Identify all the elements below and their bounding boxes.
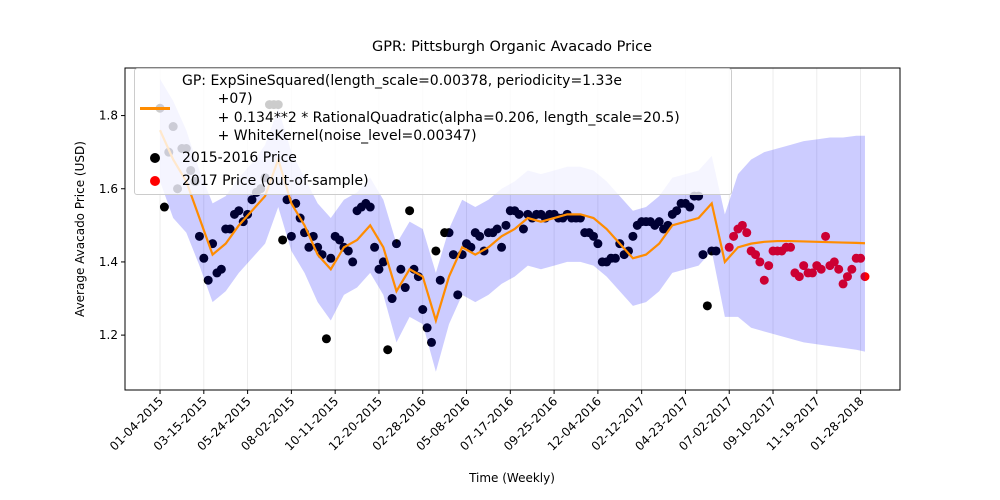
data-point (365, 202, 375, 212)
legend: GP: ExpSineSquared(length_scale=0.00378,… (134, 68, 732, 195)
data-point (216, 264, 226, 274)
data-point (729, 231, 739, 241)
data-point (799, 261, 809, 271)
data-point (286, 231, 296, 241)
data-point (834, 264, 844, 274)
data-point (326, 253, 336, 263)
legend-label: GP: ExpSineSquared(length_scale=0.00378,… (182, 73, 680, 144)
data-point (374, 264, 384, 274)
data-point (435, 275, 445, 285)
data-point (335, 235, 345, 245)
data-point (194, 231, 204, 241)
data-point (724, 242, 734, 252)
data-point (426, 337, 436, 347)
data-point (492, 224, 502, 234)
chart-title: GPR: Pittsburgh Organic Avacado Price (372, 39, 652, 55)
data-point (589, 231, 599, 241)
data-point (624, 246, 634, 256)
data-point (453, 290, 463, 300)
data-point (444, 228, 454, 238)
data-point (497, 242, 507, 252)
legend-label: 2017 Price (out-of-sample) (182, 172, 369, 189)
data-point (199, 253, 209, 263)
data-point (514, 209, 524, 219)
data-point (742, 228, 752, 238)
data-point (860, 272, 870, 282)
data-point (391, 239, 401, 249)
data-point (343, 246, 353, 256)
data-point (702, 301, 712, 311)
data-point (821, 231, 831, 241)
data-point (475, 231, 485, 241)
data-point (751, 250, 761, 260)
data-point (501, 220, 511, 230)
data-point (405, 206, 415, 216)
data-point (737, 220, 747, 230)
y-axis-label: Average Avacado Price (USD) (73, 141, 87, 317)
data-point (856, 253, 866, 263)
y-tick-label: 1.2 (99, 328, 118, 342)
data-point (842, 272, 852, 282)
data-point (247, 195, 257, 205)
data-point (370, 242, 380, 252)
data-point (816, 264, 826, 274)
data-point (794, 272, 804, 282)
y-tick-label: 1.6 (99, 182, 118, 196)
data-point (786, 242, 796, 252)
data-point (829, 257, 839, 267)
data-point (278, 235, 288, 245)
y-tick-label: 1.4 (99, 255, 118, 269)
legend-label: 2015-2016 Price (182, 150, 297, 167)
data-point (321, 334, 331, 344)
data-point (348, 257, 358, 267)
data-point (203, 275, 213, 285)
data-point (448, 250, 458, 260)
data-point (847, 264, 857, 274)
x-axis-label: Time (Weekly) (468, 471, 555, 485)
data-point (685, 202, 695, 212)
data-point (225, 224, 235, 234)
data-point (396, 264, 406, 274)
data-point (610, 253, 620, 263)
data-point (159, 202, 169, 212)
data-point (234, 206, 244, 216)
data-point (431, 246, 441, 256)
data-point (304, 242, 314, 252)
legend-swatch (140, 107, 170, 111)
data-point (400, 283, 410, 293)
data-point (764, 261, 774, 271)
data-point (654, 217, 664, 227)
data-point (422, 323, 432, 333)
data-point (759, 275, 769, 285)
data-point (711, 246, 721, 256)
data-point (807, 268, 817, 278)
confidence-band (160, 78, 865, 372)
data-point (518, 224, 528, 234)
data-point (378, 257, 388, 267)
data-point (383, 345, 393, 355)
legend-swatch (150, 153, 160, 164)
data-point (466, 242, 476, 252)
data-point (698, 250, 708, 260)
y-tick-label: 1.8 (99, 109, 118, 123)
legend-swatch (150, 175, 160, 186)
data-point (628, 231, 638, 241)
data-point (593, 239, 603, 249)
data-point (387, 294, 397, 304)
data-point (418, 305, 428, 314)
data-point (838, 279, 848, 289)
data-point (672, 206, 682, 216)
data-point (755, 257, 765, 267)
